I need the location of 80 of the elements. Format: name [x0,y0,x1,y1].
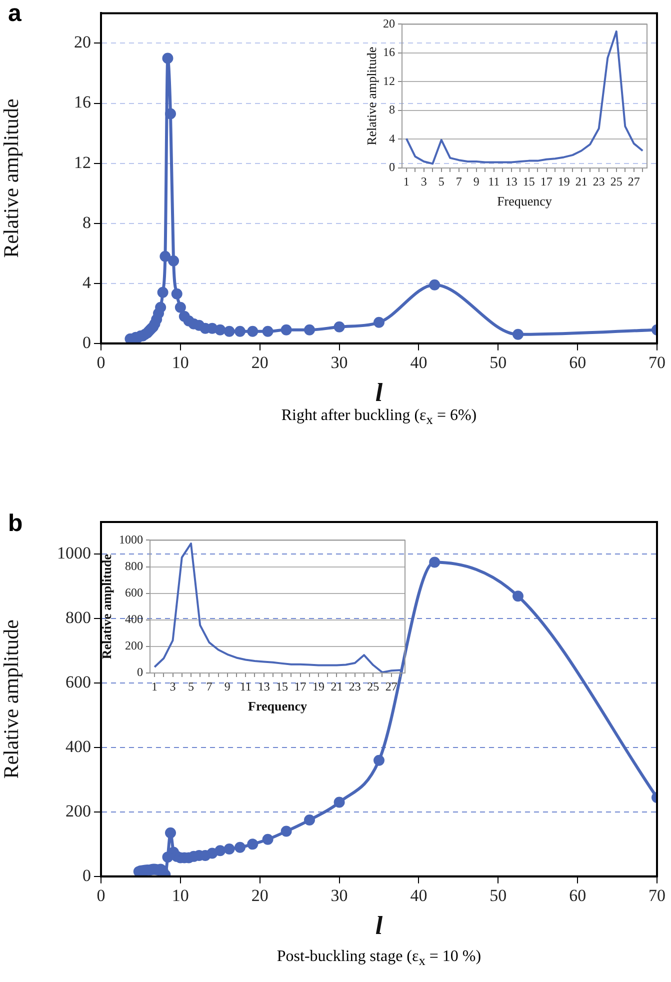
x-tick-label: 10 [172,353,189,372]
x-tick-label: 30 [330,886,348,906]
chart-title: b [8,510,23,538]
x-tick-label: 3 [170,679,176,694]
y-tick-label: 20 [383,16,395,30]
x-tick-label: 50 [490,353,507,372]
x-tick-label: 9 [473,174,480,188]
x-tick-label: 70 [648,886,666,906]
y-tick-label: 0 [137,665,143,680]
x-tick-label: 11 [240,679,252,694]
x-tick-label: 19 [312,679,324,694]
y-axis-title: Relative amplitude [0,620,24,779]
x-tick-label: 17 [540,174,552,188]
y-tick-label: 4 [82,272,92,292]
x-tick-label: 21 [575,174,588,188]
x-tick-label: 25 [610,174,622,188]
x-tick-label: 70 [648,353,666,372]
x-tick-label: 1 [403,174,410,188]
x-tick-label: 19 [558,174,570,188]
x-tick-label: 15 [522,174,535,188]
x-tick-label: 30 [330,353,348,372]
chart-title: a [8,0,22,28]
y-axis-title: Relative amplitude [0,98,24,258]
x-tick-label: 50 [490,886,507,906]
x-tick-label: 23 [348,679,361,694]
x-tick-label: 9 [224,679,230,694]
x-tick-label: 1 [152,679,158,694]
x-tick-label: 10 [172,886,189,906]
text: Post-buckling stage (ε$_{x}$ = 10 %) [276,948,482,970]
y-tick-label: 600 [66,672,91,692]
y-tick-label: 8 [389,102,395,117]
y-tick-label: 200 [66,801,91,820]
x-tick-label: 20 [251,353,268,372]
x-tick-label: 27 [385,679,398,694]
y-axis-title: Relative amplitude [364,46,380,146]
text: Right after buckling (ε$_{x}$ = 6%) [280,407,478,428]
y-tick-label: 16 [383,45,395,60]
x-tick-label: 40 [410,353,428,372]
x-tick-label: 3 [420,174,427,188]
y-tick-label: 600 [125,585,143,600]
y-tick-label: 8 [82,212,91,232]
y-tick-label: 800 [66,608,91,628]
x-tick-label: 5 [438,174,444,188]
x-axis-title: Frequency [497,194,552,209]
x-axis-title: l [375,378,384,408]
y-tick-label: 800 [125,558,143,573]
x-tick-label: 27 [628,174,640,188]
y-tick-label: 1000 [57,544,91,563]
y-tick-label: 400 [66,736,91,756]
y-tick-label: 0 [82,866,91,885]
y-tick-label: 12 [383,74,395,88]
x-tick-label: 25 [367,679,380,694]
x-tick-label: 13 [505,174,518,188]
y-tick-label: 4 [389,131,395,146]
x-tick-label: 7 [456,174,462,188]
x-tick-label: 0 [96,353,106,372]
y-tick-label: 200 [125,638,143,653]
x-tick-label: 7 [206,679,212,694]
y-tick-label: 1000 [119,532,143,546]
y-axis-title: Relative amplitude [99,554,114,660]
x-tick-label: 13 [258,679,270,694]
y-tick-label: 20 [74,32,91,52]
x-axis-title: l [375,911,384,940]
y-tick-label: 16 [74,92,91,112]
x-tick-label: 20 [251,886,268,906]
x-tick-label: 11 [488,174,500,188]
x-tick-label: 21 [330,679,343,694]
x-tick-label: 23 [592,174,605,188]
x-tick-label: 40 [410,886,428,906]
y-tick-label: 400 [125,612,143,626]
x-tick-label: 60 [569,886,586,906]
x-tick-label: 15 [276,679,288,694]
x-tick-label: 60 [569,353,586,372]
x-tick-label: 5 [188,679,194,694]
x-axis-title: Frequency [248,698,308,714]
x-tick-label: 0 [96,886,106,906]
y-tick-label: 0 [82,332,91,352]
y-tick-label: 12 [74,152,91,172]
y-tick-label: 0 [389,160,395,174]
x-tick-label: 17 [294,679,306,694]
